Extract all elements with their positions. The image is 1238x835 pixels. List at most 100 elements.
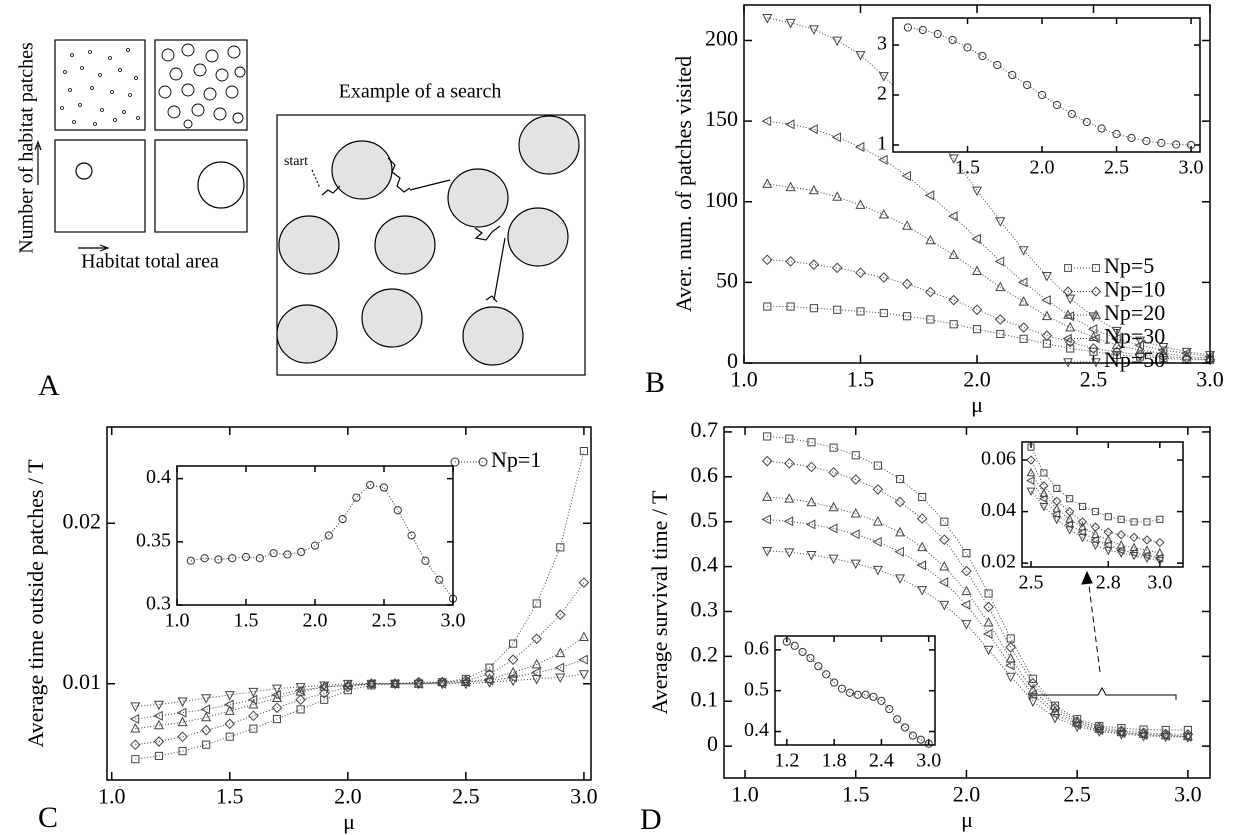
- y-tick-label: 0.02: [981, 551, 1016, 573]
- marker: [1005, 642, 1017, 653]
- chart: 1.0 1.5 2.0 2.5 3.0 0.01 0.02 μ Average time out…: [23, 426, 598, 834]
- marker: [1090, 286, 1102, 297]
- patches: [276, 115, 580, 366]
- marker: [828, 501, 839, 512]
- inset-background: [1022, 442, 1183, 567]
- panel-label: D: [640, 803, 662, 835]
- marker: [761, 254, 773, 266]
- marker: [798, 647, 807, 657]
- y-tick-label: 200: [705, 26, 738, 51]
- x-tick-label: 3.0: [1147, 572, 1172, 594]
- marker: [1127, 133, 1136, 143]
- series-line: [135, 673, 584, 707]
- marker: [1181, 350, 1192, 361]
- marker: [129, 713, 140, 725]
- marker: [1063, 358, 1073, 368]
- marker: [827, 523, 838, 534]
- arrow-head: [1081, 570, 1093, 585]
- marker: [1103, 546, 1113, 556]
- marker: [1053, 484, 1061, 492]
- marker: [1112, 129, 1121, 139]
- marker: [917, 586, 928, 596]
- marker: [283, 550, 292, 559]
- marker: [806, 653, 815, 663]
- marker: [938, 577, 949, 588]
- x-tick-label: 1.5: [842, 782, 870, 807]
- chart: 1.5 2.0 2.5 3.0 1 2 3: [877, 17, 1204, 179]
- marker: [1157, 345, 1168, 356]
- inset-background: [893, 18, 1200, 152]
- marker: [939, 600, 950, 611]
- marker: [1138, 731, 1149, 742]
- marker: [379, 483, 389, 492]
- series-line: [767, 435, 1188, 731]
- marker: [1077, 517, 1088, 527]
- marker: [785, 18, 796, 29]
- marker: [296, 705, 305, 714]
- y-tick-label: 0.3: [691, 597, 719, 622]
- chart: 1.2 1.8 2.4 3.0 0.4 0.5 0.6: [744, 635, 941, 772]
- marker: [1062, 333, 1072, 344]
- marker: [832, 36, 843, 47]
- x-tick-label: 2.5: [1063, 782, 1091, 807]
- marker: [783, 458, 795, 469]
- marker: [248, 710, 259, 722]
- small-patches: [60, 48, 140, 126]
- marker: [971, 233, 981, 244]
- marker: [995, 281, 1006, 292]
- marker: [761, 514, 772, 525]
- marker: [1008, 70, 1017, 80]
- marker: [837, 684, 847, 693]
- marker: [1111, 326, 1122, 337]
- x-tick-label: 1.0: [730, 367, 758, 392]
- marker: [177, 697, 188, 708]
- marker: [808, 124, 818, 135]
- marker: [995, 217, 1006, 227]
- marker: [1156, 515, 1164, 523]
- marker: [214, 555, 223, 564]
- marker: [872, 516, 883, 526]
- marker: [895, 474, 905, 484]
- marker: [1078, 502, 1087, 510]
- marker: [1040, 469, 1048, 477]
- marker: [1065, 294, 1076, 305]
- marker: [319, 681, 330, 692]
- marker: [1142, 554, 1152, 564]
- marker: [1018, 246, 1029, 256]
- y-axis-label: Average survival time / T: [647, 490, 672, 715]
- annotation: start: [284, 154, 308, 169]
- marker: [1018, 322, 1029, 333]
- marker: [1158, 347, 1169, 358]
- x-tick-label: 1.5: [234, 610, 259, 632]
- marker: [295, 694, 306, 706]
- marker: [983, 645, 994, 656]
- marker: [853, 690, 862, 699]
- marker: [1065, 526, 1075, 535]
- marker: [1172, 140, 1181, 149]
- y-tick-label: 0.4: [744, 719, 769, 741]
- marker: [845, 688, 854, 697]
- marker: [1052, 100, 1062, 110]
- marker: [762, 491, 773, 501]
- marker: [809, 304, 818, 313]
- marker: [201, 694, 212, 704]
- x-tick-label: 2.4: [869, 750, 894, 772]
- marker: [762, 14, 773, 24]
- marker: [255, 554, 264, 563]
- marker: [1041, 330, 1053, 341]
- marker: [1052, 515, 1062, 525]
- marker: [994, 256, 1005, 267]
- marker: [822, 670, 831, 679]
- series-line: [135, 636, 585, 730]
- marker: [806, 496, 817, 507]
- marker: [421, 556, 430, 565]
- series-line: [786, 641, 929, 745]
- arrow-head: [34, 140, 42, 151]
- plot-frame: [892, 17, 1201, 153]
- chart: 1.0 1.5 2.0 2.5 3.0 0 50 100 150 200 Np=5Np=10Np=2…: [645, 4, 1224, 417]
- marker: [531, 675, 542, 685]
- marker: [130, 722, 141, 733]
- plot-frame: [176, 465, 454, 606]
- marker: [200, 554, 209, 563]
- marker: [1072, 717, 1083, 727]
